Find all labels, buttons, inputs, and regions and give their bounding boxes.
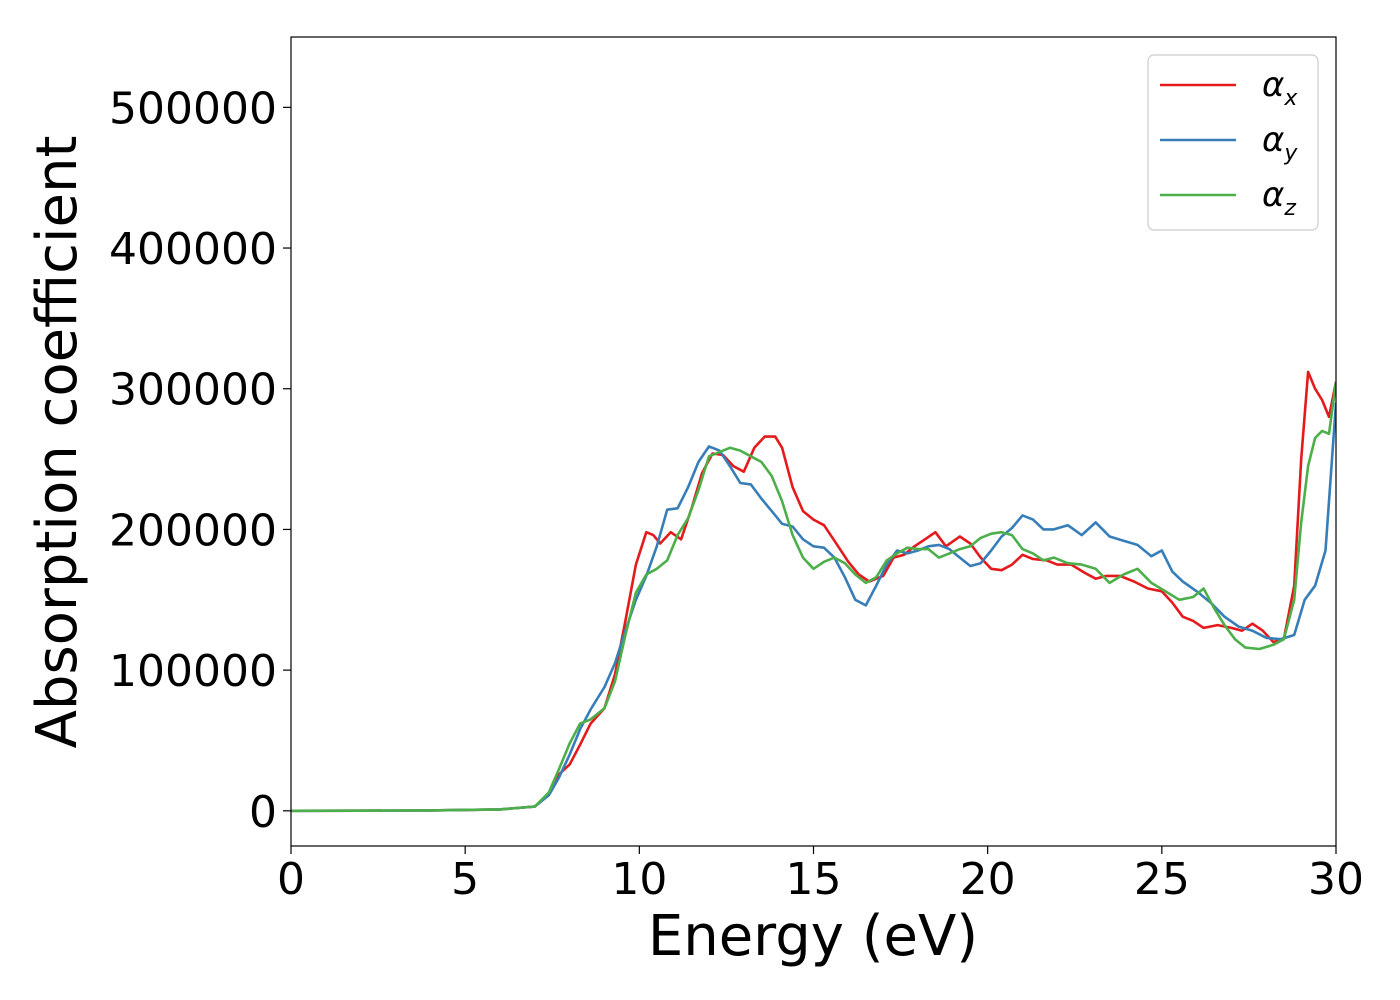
x-tick-label: 15 bbox=[786, 854, 842, 905]
legend-subscript: z bbox=[1283, 196, 1296, 221]
y-tick-label: 100000 bbox=[109, 646, 277, 697]
x-tick-label: 25 bbox=[1134, 854, 1190, 905]
legend-symbol: α bbox=[1262, 120, 1284, 160]
x-tick-label: 0 bbox=[277, 854, 305, 905]
x-tick-label: 20 bbox=[960, 854, 1016, 905]
legend-symbol: α bbox=[1262, 175, 1284, 215]
y-tick-label: 200000 bbox=[109, 505, 277, 556]
series-line-x bbox=[291, 370, 1336, 813]
x-axis-label: Energy (eV) bbox=[648, 904, 978, 969]
legend-entry-label: αz bbox=[1262, 175, 1296, 221]
legend-entry-label: αy bbox=[1262, 120, 1298, 166]
y-ticks: 0 100000 200000 300000 400000 500000 bbox=[109, 83, 291, 838]
x-tick-label: 5 bbox=[451, 854, 479, 905]
legend-subscript: x bbox=[1283, 86, 1298, 111]
y-tick-label: 0 bbox=[249, 787, 277, 838]
y-axis-label: Absorption coefficient bbox=[25, 136, 90, 749]
legend-subscript: y bbox=[1283, 141, 1298, 166]
y-tick-label: 300000 bbox=[109, 365, 277, 416]
x-ticks: 0 5 10 15 20 25 30 bbox=[277, 846, 1364, 905]
y-tick-label: 500000 bbox=[109, 83, 277, 134]
x-tick-label: 10 bbox=[611, 854, 667, 905]
legend-box bbox=[1147, 54, 1319, 231]
y-tick-label: 400000 bbox=[109, 224, 277, 275]
legend-entry-label: αx bbox=[1262, 65, 1298, 111]
series-line-z bbox=[291, 381, 1336, 813]
legend-symbol: α bbox=[1262, 65, 1284, 105]
x-tick-label: 30 bbox=[1308, 854, 1364, 905]
series-layer bbox=[291, 370, 1336, 813]
